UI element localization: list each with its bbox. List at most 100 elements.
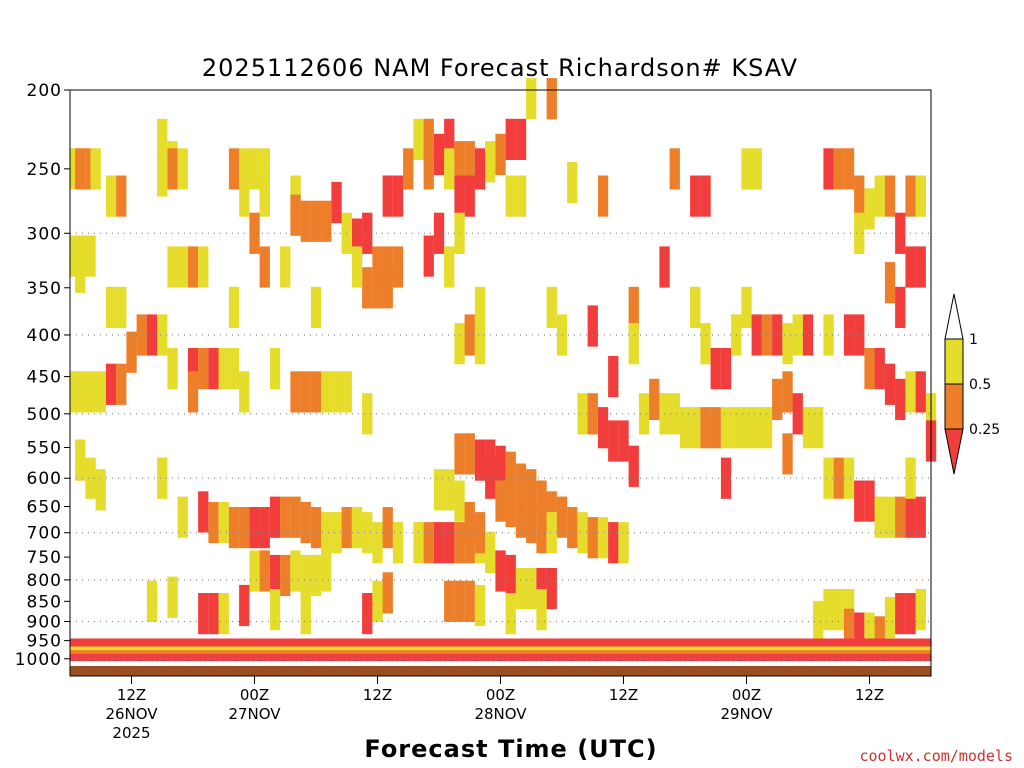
ri-cell-273	[218, 593, 229, 635]
chart-title: 2025112606 NAM Forecast Richardson# KSAV	[202, 54, 798, 82]
ri-cell-91	[351, 246, 363, 288]
ri-cell-186	[884, 496, 896, 538]
ri-cell-61	[833, 148, 844, 190]
ri-cell-154	[362, 393, 373, 435]
ri-cell-41	[464, 141, 475, 183]
ri-cell-290	[895, 593, 906, 635]
ri-cell-27	[392, 246, 404, 288]
ri-cell-275	[269, 589, 281, 631]
ri-cell-284	[505, 593, 516, 635]
ri-cell-251	[526, 568, 537, 610]
ri-cell-296	[874, 616, 885, 658]
ri-cell-231	[515, 463, 527, 505]
ri-cell-178	[813, 407, 824, 449]
ri-cell-104	[587, 305, 598, 347]
ri-cell-295	[864, 612, 875, 654]
ri-cell-184	[864, 480, 875, 522]
ri-cell-142	[208, 348, 219, 390]
ytick-label-400: 400	[27, 326, 62, 346]
ri-cell-198	[198, 491, 209, 533]
ri-cell-89	[310, 286, 322, 328]
ri-cell-31	[382, 175, 393, 217]
ri-cell-157	[597, 407, 609, 449]
ytick-label-600: 600	[27, 469, 62, 489]
xtick-label-0-2: 2025	[112, 724, 150, 742]
ri-cell-236	[567, 507, 578, 549]
ri-cell-270	[167, 576, 178, 618]
ri-cell-262	[259, 550, 270, 592]
ri-cell-160	[628, 445, 639, 487]
ri-cell-80	[116, 286, 127, 328]
xtick-label-5-0: 00Z	[732, 686, 761, 704]
ri-cell-110	[720, 348, 732, 390]
ri-legend: 1 0.5 0.25	[944, 293, 1000, 475]
ytick-label-200: 200	[27, 81, 62, 101]
ri-cell-209	[310, 507, 322, 549]
legend-bottom-arrow	[944, 428, 964, 475]
ri-cell-193	[75, 439, 86, 481]
ri-cell-30	[382, 267, 393, 309]
ri-cell-1	[75, 148, 86, 190]
ground-strip	[70, 666, 931, 676]
ri-cell-62	[843, 148, 855, 190]
ri-cell-218	[413, 522, 424, 564]
ytick-label-700: 700	[27, 524, 62, 544]
ri-cell-227	[474, 439, 486, 481]
ri-cell-150	[310, 371, 322, 413]
ri-cell-212	[341, 507, 352, 549]
ri-cell-53	[567, 162, 578, 204]
ri-cell-249	[505, 554, 516, 597]
ri-cell-252	[536, 568, 547, 610]
ri-cell-67	[905, 175, 916, 217]
ri-cell-268	[321, 550, 332, 592]
ri-cell-282	[464, 580, 475, 622]
ri-cell-263	[269, 554, 281, 597]
ytick-label-300: 300	[27, 224, 62, 244]
ri-cell-207	[290, 496, 301, 538]
ri-cell-83	[187, 246, 199, 288]
legend-label-0-5: 0.5	[969, 377, 991, 393]
ri-cell-23	[351, 218, 363, 260]
x-axis-title: Forecast Time (UTC)	[364, 735, 657, 763]
ri-cell-20	[300, 200, 311, 242]
heatmap-cells	[70, 78, 937, 661]
ri-cell-237	[577, 512, 588, 554]
ri-cell-16	[259, 175, 270, 217]
ri-cell-185	[874, 496, 885, 538]
ri-cell-105	[608, 356, 619, 398]
ri-cell-225	[454, 433, 465, 475]
ri-cell-222	[454, 522, 465, 564]
xtick-label-3-1: 28NOV	[474, 705, 527, 723]
ri-cell-81	[167, 246, 178, 288]
ytick-label-750: 750	[27, 548, 62, 568]
ri-cell-230	[505, 451, 516, 493]
ri-cell-220	[433, 522, 445, 564]
ri-cell-66	[884, 175, 896, 217]
ri-cell-232	[526, 469, 537, 511]
xtick-label-3-0: 00Z	[486, 686, 515, 704]
ri-cell-202	[239, 507, 250, 549]
ri-cell-115	[772, 314, 783, 356]
xtick-label-6-0: 12Z	[855, 686, 884, 704]
ri-cell-107	[690, 286, 701, 328]
ri-cell-187	[895, 496, 906, 538]
legend-bin-0-5-1	[944, 338, 964, 385]
ri-cell-117	[792, 314, 803, 356]
ri-cell-243	[444, 469, 455, 511]
ytick-label-850: 850	[27, 592, 62, 612]
pressure-axis: 200 250 300 350 400 450 500 550 600 650 700 750 8008…	[15, 81, 70, 670]
ri-cell-238	[587, 517, 598, 559]
ri-cell-180	[823, 457, 834, 499]
ri-cell-155	[577, 393, 588, 435]
ri-cell-267	[310, 554, 322, 597]
ri-cell-276	[300, 593, 311, 635]
ri-cell-143	[218, 348, 229, 390]
ri-cell-58	[741, 148, 752, 190]
ri-cell-39	[444, 148, 455, 190]
ri-cell-153	[341, 371, 352, 413]
ri-cell-86	[259, 246, 270, 288]
ri-cell-65	[874, 175, 885, 217]
ri-cell-24	[362, 212, 373, 254]
legend-label-0-25: 0.25	[969, 422, 1000, 438]
